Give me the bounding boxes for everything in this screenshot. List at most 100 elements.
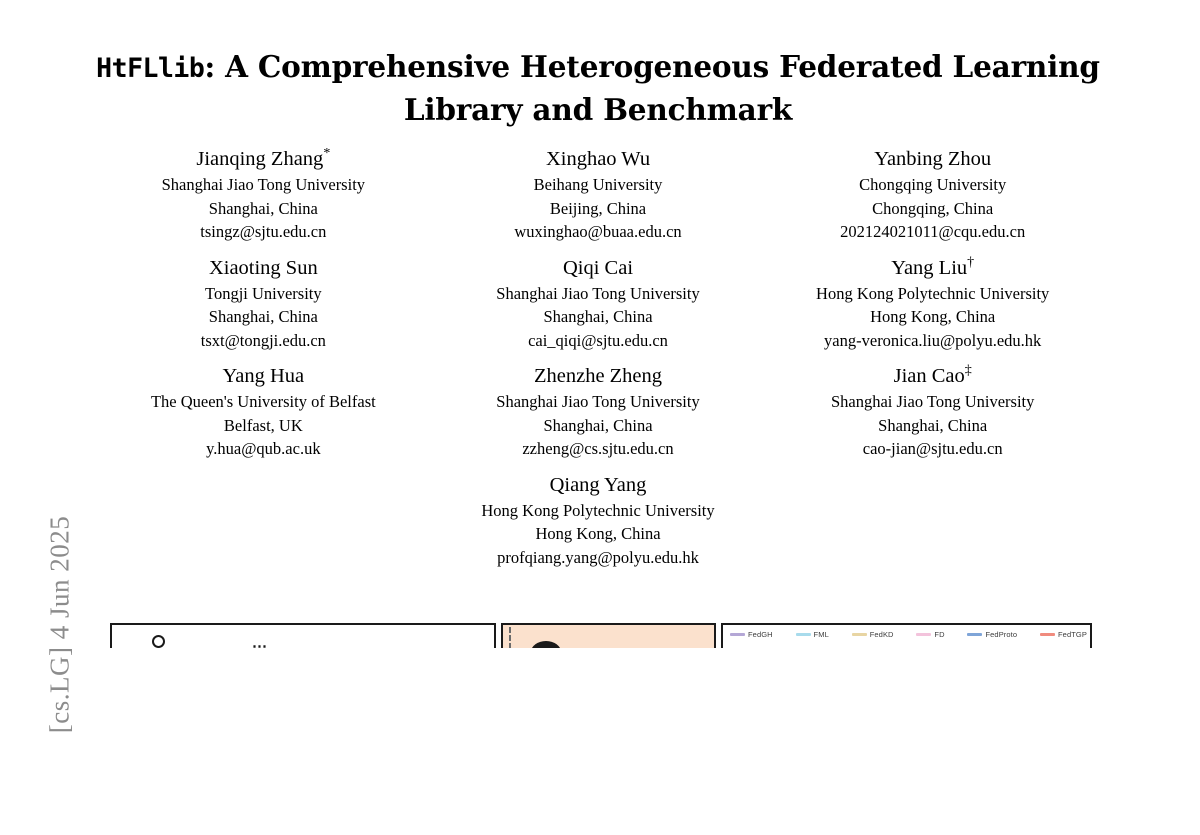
author-name: Jian Cao‡ [769, 363, 1096, 390]
author-location: Shanghai, China [208, 307, 318, 326]
author-name: Xinghao Wu [435, 146, 762, 173]
legend-item: FD [916, 630, 945, 639]
author-entry: Yanbing Zhou Chongqing University Chongq… [765, 146, 1100, 244]
author-row: Qiang Yang Hong Kong Polytechnic Univers… [96, 472, 1100, 570]
author-name: Jianqing Zhang* [100, 146, 427, 173]
legend-item: FedGH [730, 630, 773, 639]
author-name-text: Yang Hua [222, 365, 305, 387]
legend-item: FedProto [967, 630, 1017, 639]
legend-swatch-icon [851, 633, 867, 636]
author-entry: Jian Cao‡ Shanghai Jiao Tong University … [765, 363, 1100, 461]
client-node-icon [152, 635, 165, 648]
legend-item: FML [795, 630, 829, 639]
author-entry: Xinghao Wu Beihang University Beijing, C… [431, 146, 766, 244]
author-location: Hong Kong, China [870, 307, 996, 326]
legend-swatch-icon [1040, 633, 1055, 636]
author-location: Shanghai, China [878, 415, 988, 435]
author-location: Chongqing, China [872, 198, 994, 218]
author-affiliation: Tongji University [205, 283, 322, 303]
author-row: Yang Hua The Queen's University of Belfa… [96, 363, 1100, 461]
author-row: Xiaoting Sun Tongji University Shanghai,… [96, 255, 1100, 353]
page-title: HtFLlib: A Comprehensive Heterogeneous F… [96, 46, 1100, 130]
author-name-text: Zhenzhe Zheng [533, 365, 663, 387]
legend-swatch-icon [730, 633, 745, 636]
divider-dashed [509, 627, 511, 648]
author-name: Qiang Yang [435, 472, 762, 499]
author-entry: Zhenzhe Zheng Shanghai Jiao Tong Univers… [431, 363, 766, 461]
author-email: cai_qiqi@sjtu.edu.cn [528, 330, 668, 350]
author-mark: ‡ [964, 363, 972, 379]
author-affiliation: Chongqing University [859, 175, 1007, 194]
author-entry: Yang Hua The Queen's University of Belfa… [96, 363, 431, 461]
ellipsis-icon: ⋯ [252, 638, 269, 648]
author-entry: Qiqi Cai Shanghai Jiao Tong University S… [431, 255, 766, 353]
author-entry: Qiang Yang Hong Kong Polytechnic Univers… [431, 472, 766, 570]
author-location: Shanghai, China [543, 415, 653, 435]
author-entry: Xiaoting Sun Tongji University Shanghai,… [96, 255, 431, 353]
author-mark: * [323, 146, 331, 162]
author-name-text: Qiang Yang [549, 473, 647, 496]
author-email: profqiang.yang@polyu.edu.hk [497, 547, 699, 567]
legend-label: FedProto [985, 630, 1018, 639]
author-row: Jianqing Zhang* Shanghai Jiao Tong Unive… [96, 146, 1100, 244]
author-location: Shanghai, China [208, 198, 318, 218]
author-location: Shanghai, China [543, 307, 653, 326]
author-name-text: Yanbing Zhou [874, 148, 992, 170]
author-affiliation: Hong Kong Polytechnic University [816, 283, 1050, 303]
author-location: Belfast, UK [223, 415, 303, 435]
figure-panel-clients: ⋯ [110, 623, 496, 648]
legend-label: FedGH [748, 630, 773, 639]
title-line-1-rest: : A Comprehensive Heterogeneous Federate… [204, 49, 1100, 84]
author-name: Zhenzhe Zheng [435, 363, 762, 390]
legend-item: FedTGP [1040, 630, 1087, 639]
title-line-1: HtFLlib: A Comprehensive Heterogeneous F… [96, 46, 1100, 89]
arxiv-stamp-text: [cs.LG] 4 Jun 2025 [44, 515, 75, 734]
author-entry: Jianqing Zhang* Shanghai Jiao Tong Unive… [96, 146, 431, 244]
author-name-text: Xiaoting Sun [208, 256, 318, 279]
author-email: y.hua@qub.ac.uk [206, 439, 321, 458]
author-name: Yang Liu† [769, 255, 1096, 282]
author-affiliation: The Queen's University of Belfast [150, 392, 376, 411]
author-email: 202124021011@cqu.edu.cn [840, 222, 1026, 241]
author-email: zzheng@cs.sjtu.edu.cn [522, 439, 674, 458]
author-affiliation: Beihang University [533, 175, 663, 194]
author-email: cao-jian@sjtu.edu.cn [862, 439, 1003, 458]
author-affiliation: Hong Kong Polytechnic University [481, 500, 715, 520]
server-node-icon [531, 641, 561, 648]
author-name-text: Jianqing Zhang [196, 148, 324, 170]
author-location: Hong Kong, China [535, 524, 661, 543]
figure-1: ⋯ FedGH FML FedKD [110, 623, 1092, 648]
author-block: Jianqing Zhang* Shanghai Jiao Tong Unive… [96, 146, 1100, 580]
author-location: Beijing, China [549, 198, 647, 218]
author-email: tsxt@tongji.edu.cn [200, 330, 326, 350]
author-name: Xiaoting Sun [100, 255, 427, 282]
author-entry: Yang Liu† Hong Kong Polytechnic Universi… [765, 255, 1100, 353]
legend-swatch-icon [916, 633, 932, 636]
author-email: yang-veronica.liu@polyu.edu.hk [824, 330, 1042, 350]
legend-swatch-icon [795, 633, 811, 636]
author-mark: † [967, 254, 975, 270]
author-name-text: Yang Liu [891, 256, 968, 279]
author-name-text: Qiqi Cai [562, 256, 634, 279]
author-affiliation: Shanghai Jiao Tong University [830, 392, 1035, 411]
title-library-name: HtFLlib [96, 53, 205, 84]
legend-item: FedKD [851, 630, 894, 639]
author-email: wuxinghao@buaa.edu.cn [514, 222, 682, 241]
author-name-text: Jian Cao [893, 365, 965, 387]
author-name: Qiqi Cai [435, 255, 762, 282]
legend-label: FedKD [869, 630, 894, 639]
author-name-text: Xinghao Wu [545, 148, 651, 170]
legend-label: FedTGP [1058, 630, 1087, 639]
chart-legend: FedGH FML FedKD FD FedProto [727, 630, 1090, 639]
figure-panel-legend: FedGH FML FedKD FD FedProto [721, 623, 1092, 648]
author-affiliation: Shanghai Jiao Tong University [496, 283, 700, 303]
legend-label: FML [813, 630, 829, 639]
author-affiliation: Shanghai Jiao Tong University [496, 392, 700, 411]
paper-page: HtFLlib: A Comprehensive Heterogeneous F… [96, 0, 1200, 648]
legend-swatch-icon [967, 633, 983, 636]
figure-panel-server [501, 623, 716, 648]
author-affiliation: Shanghai Jiao Tong University [161, 175, 366, 194]
author-name: Yang Hua [100, 363, 427, 390]
legend-label: FD [934, 630, 945, 639]
arxiv-stamp: [cs.LG] 4 Jun 2025 [0, 0, 96, 733]
